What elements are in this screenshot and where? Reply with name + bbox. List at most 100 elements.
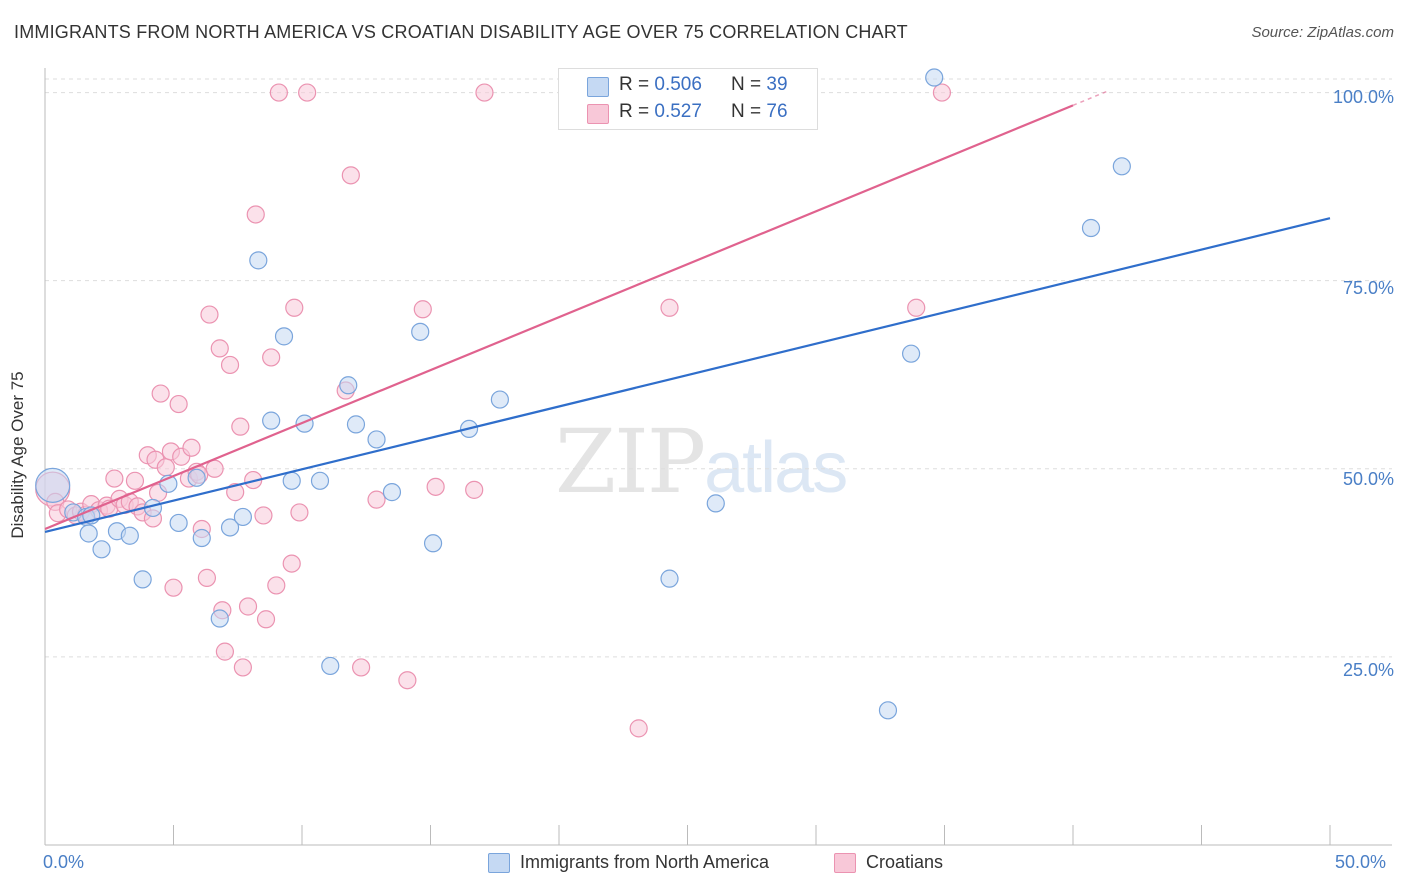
data-point[interactable] [267, 576, 286, 595]
data-point[interactable] [164, 578, 183, 597]
data-point[interactable] [475, 83, 494, 102]
data-point[interactable] [231, 417, 250, 436]
data-point[interactable] [341, 166, 360, 185]
y-tick-label: 75.0% [1342, 278, 1394, 298]
data-point[interactable] [210, 339, 229, 358]
croatians-points [35, 83, 952, 738]
data-point[interactable] [411, 322, 430, 341]
data-point[interactable] [660, 569, 679, 588]
data-point[interactable] [629, 719, 648, 738]
data-point[interactable] [465, 480, 484, 499]
data-point[interactable] [233, 658, 252, 677]
data-point[interactable] [346, 415, 366, 434]
blue-swatch [587, 77, 609, 97]
data-point[interactable] [321, 656, 340, 676]
data-point[interactable] [120, 526, 139, 545]
data-point[interactable] [298, 83, 317, 102]
trend-lines [44, 89, 1331, 534]
trend-line-immigrants [44, 217, 1331, 534]
axes [44, 68, 1392, 846]
pink-swatch [587, 104, 609, 124]
n-value-immigrants: N = 39 [731, 74, 788, 95]
data-point[interactable] [151, 384, 170, 403]
data-point[interactable] [220, 518, 240, 537]
data-point[interactable] [197, 568, 217, 587]
data-point[interactable] [182, 438, 201, 457]
data-point[interactable] [367, 490, 386, 509]
correlation-stats-box: R = 0.506 N = 39 R = 0.527 N = 76 [558, 68, 818, 130]
data-point[interactable] [192, 528, 211, 548]
source-credit: Source: ZipAtlas.com [1251, 24, 1394, 41]
data-point[interactable] [290, 503, 309, 522]
data-point[interactable] [256, 610, 276, 629]
data-point[interactable] [249, 251, 268, 270]
trend-line-croatians [44, 104, 1074, 530]
data-point[interactable] [1112, 157, 1131, 176]
data-point[interactable] [1081, 218, 1101, 238]
trend-line-croatians-extension [1072, 89, 1110, 107]
watermark: ZIPatlas [555, 410, 848, 513]
data-point[interactable] [398, 671, 417, 690]
data-point[interactable] [133, 570, 152, 589]
data-point[interactable] [310, 471, 330, 490]
data-point[interactable] [367, 430, 386, 449]
data-point[interactable] [706, 494, 725, 513]
watermark-zip: ZIP [555, 410, 706, 513]
data-point[interactable] [660, 298, 679, 317]
data-point[interactable] [269, 83, 288, 102]
legend-item-immigrants[interactable]: Immigrants from North America [488, 852, 818, 876]
data-point[interactable] [215, 642, 234, 661]
data-point[interactable] [282, 471, 301, 490]
data-point[interactable] [169, 513, 188, 533]
data-point[interactable] [187, 468, 206, 487]
legend-item-croatians[interactable]: Croatians [834, 852, 974, 876]
data-point[interactable] [907, 298, 926, 317]
data-point[interactable] [382, 483, 402, 502]
data-point[interactable] [925, 68, 944, 87]
data-point[interactable] [932, 83, 952, 102]
data-point[interactable] [282, 554, 301, 573]
chart-title: IMMIGRANTS FROM NORTH AMERICA VS CROATIA… [14, 22, 908, 42]
data-point[interactable] [262, 411, 281, 430]
data-point[interactable] [220, 355, 240, 375]
r-value-immigrants: R = 0.506 [619, 74, 702, 95]
data-point[interactable] [125, 471, 145, 490]
data-point[interactable] [92, 540, 111, 559]
data-point[interactable] [210, 609, 229, 628]
data-point[interactable] [156, 458, 175, 477]
data-point[interactable] [254, 506, 273, 525]
data-point[interactable] [35, 467, 71, 503]
data-point[interactable] [105, 469, 124, 488]
data-point[interactable] [339, 376, 358, 395]
data-point[interactable] [423, 534, 443, 553]
data-point[interactable] [79, 524, 98, 543]
data-point[interactable] [233, 507, 252, 527]
data-point[interactable] [490, 390, 509, 409]
data-point[interactable] [352, 658, 371, 677]
immigrants-points [35, 68, 1131, 720]
data-point[interactable] [285, 298, 304, 317]
watermark-atlas: atlas [704, 428, 848, 508]
data-point[interactable] [238, 597, 258, 616]
y-axis-label: Disability Age Over 75 [8, 371, 27, 539]
legend-label-croatians: Croatians [866, 852, 944, 872]
data-point[interactable] [262, 348, 281, 367]
data-point[interactable] [200, 305, 219, 324]
data-point[interactable] [226, 483, 245, 502]
y-tick-label: 100.0% [1332, 87, 1394, 107]
stats-row-immigrants: R = 0.506 N = 39 [559, 74, 817, 102]
data-point[interactable] [426, 477, 445, 496]
y-tick-label: 25.0% [1342, 660, 1394, 680]
data-point[interactable] [878, 701, 898, 720]
data-point[interactable] [246, 205, 265, 224]
legend-swatch-pink [834, 853, 856, 873]
data-point[interactable] [205, 459, 224, 478]
y-tick-label: 50.0% [1342, 469, 1394, 489]
data-point[interactable] [274, 327, 294, 346]
r-value-croatians: R = 0.527 [619, 101, 702, 122]
data-point[interactable] [901, 344, 921, 363]
data-point[interactable] [413, 300, 432, 319]
x-tick-label-max: 50.0% [1335, 852, 1387, 872]
data-point[interactable] [169, 394, 188, 414]
